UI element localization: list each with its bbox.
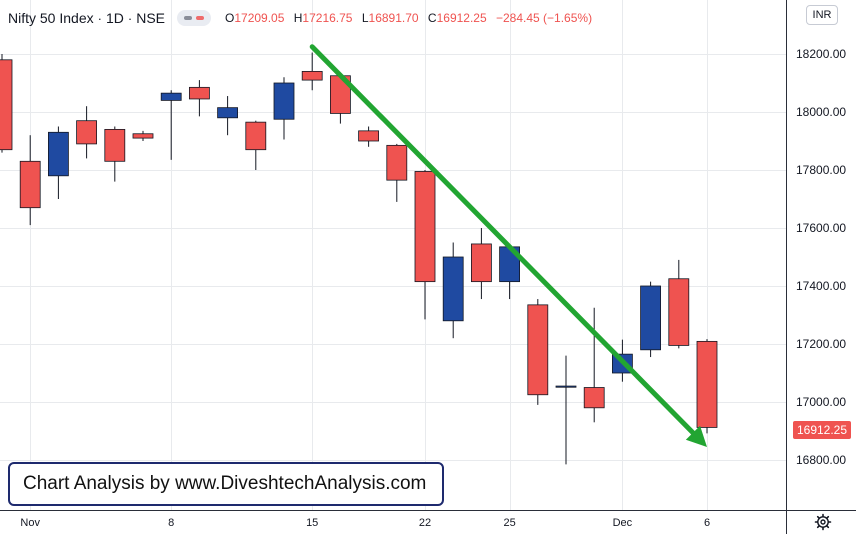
candle-body	[217, 107, 239, 119]
candle-body	[76, 120, 97, 145]
candle-body	[301, 71, 323, 81]
change-value: −284.45 (−1.65%)	[496, 11, 593, 25]
candle-body	[414, 171, 436, 283]
candle[interactable]	[386, 143, 408, 202]
candle[interactable]	[640, 281, 661, 358]
candle[interactable]	[414, 170, 436, 320]
candle-body	[245, 121, 267, 151]
x-tick-label: 6	[704, 517, 710, 529]
candle[interactable]	[76, 106, 97, 159]
interval[interactable]: 1D	[105, 10, 124, 26]
candle-body	[273, 82, 295, 120]
gear-icon[interactable]	[814, 513, 832, 531]
trend-arrow-shaft	[309, 44, 696, 436]
candle-body	[583, 387, 605, 409]
x-tick-label: 25	[503, 517, 515, 529]
candle-body	[48, 131, 69, 177]
candle-body	[640, 285, 661, 351]
candle-body	[386, 144, 408, 181]
symbol-name[interactable]: Nifty 50 Index	[8, 10, 94, 26]
ohlc-values: O17209.05 H17216.75 L16891.70 C16912.25 …	[225, 11, 592, 25]
candle[interactable]	[273, 77, 295, 140]
candle-body	[104, 128, 126, 162]
trend-arrow-head	[685, 425, 707, 447]
candle[interactable]	[301, 52, 323, 91]
candle-body	[470, 243, 492, 283]
y-tick-label: 17400.00	[796, 279, 846, 293]
open-value: 17209.05	[234, 11, 285, 25]
close-value: 16912.25	[436, 11, 487, 25]
x-tick-label: 22	[419, 517, 431, 529]
grid	[0, 0, 786, 510]
watermark-banner: Chart Analysis by www.DiveshtechAnalysis…	[8, 462, 444, 506]
y-tick-label: 17600.00	[796, 221, 846, 235]
candle-body	[696, 340, 718, 428]
watermark-text: Chart Analysis by www.DiveshtechAnalysis…	[23, 473, 427, 494]
candle[interactable]	[132, 130, 154, 141]
low-label: L	[361, 11, 369, 25]
candle[interactable]	[0, 54, 13, 153]
candle-body	[358, 130, 380, 142]
candle-body	[19, 160, 41, 209]
candle-body	[132, 133, 154, 139]
x-tick-label: Nov	[20, 517, 40, 529]
open-label: O	[225, 11, 235, 25]
separator: ·	[127, 10, 133, 26]
y-tick-label: 17800.00	[796, 163, 846, 177]
y-tick-label: 17200.00	[796, 337, 846, 351]
candle-body	[555, 385, 577, 388]
y-tick-label: 18200.00	[796, 47, 846, 61]
y-tick-label: 17000.00	[796, 395, 846, 409]
low-value: 16891.70	[368, 11, 419, 25]
candle[interactable]	[442, 242, 464, 339]
visibility-toggle-icon[interactable]	[177, 10, 211, 26]
x-tick-label: Dec	[613, 517, 633, 529]
candle[interactable]	[696, 339, 718, 434]
high-value: 17216.75	[302, 11, 353, 25]
high-label: H	[293, 11, 303, 25]
close-label: C	[427, 11, 437, 25]
chart-legend: Nifty 50 Index · 1D · NSE O17209.05 H172…	[8, 8, 592, 28]
candle[interactable]	[104, 126, 126, 182]
trend-arrow	[309, 44, 707, 447]
candle[interactable]	[358, 126, 380, 147]
y-tick-label: 16800.00	[796, 453, 846, 467]
y-tick-label: 18000.00	[796, 105, 846, 119]
candle[interactable]	[217, 96, 239, 136]
candle[interactable]	[160, 90, 182, 160]
candle-body	[527, 304, 549, 396]
candle-body	[442, 256, 464, 322]
candle-body	[188, 86, 210, 100]
exchange: NSE	[136, 10, 165, 26]
candle[interactable]	[555, 355, 577, 465]
candle[interactable]	[188, 80, 210, 117]
candle[interactable]	[48, 126, 69, 200]
x-tick-label: 8	[168, 517, 174, 529]
candle-body	[668, 278, 690, 346]
last-price-label: 16912.25	[793, 421, 851, 439]
candle[interactable]	[470, 228, 492, 300]
separator: ·	[97, 10, 102, 26]
candle-body	[0, 59, 13, 151]
candle[interactable]	[245, 120, 267, 170]
candle[interactable]	[668, 259, 690, 349]
candle-body	[160, 92, 182, 101]
currency-button[interactable]: INR	[806, 5, 838, 25]
x-tick-label: 15	[306, 517, 318, 529]
candle[interactable]	[527, 299, 549, 405]
candle[interactable]	[583, 307, 605, 423]
candle[interactable]	[19, 135, 41, 226]
